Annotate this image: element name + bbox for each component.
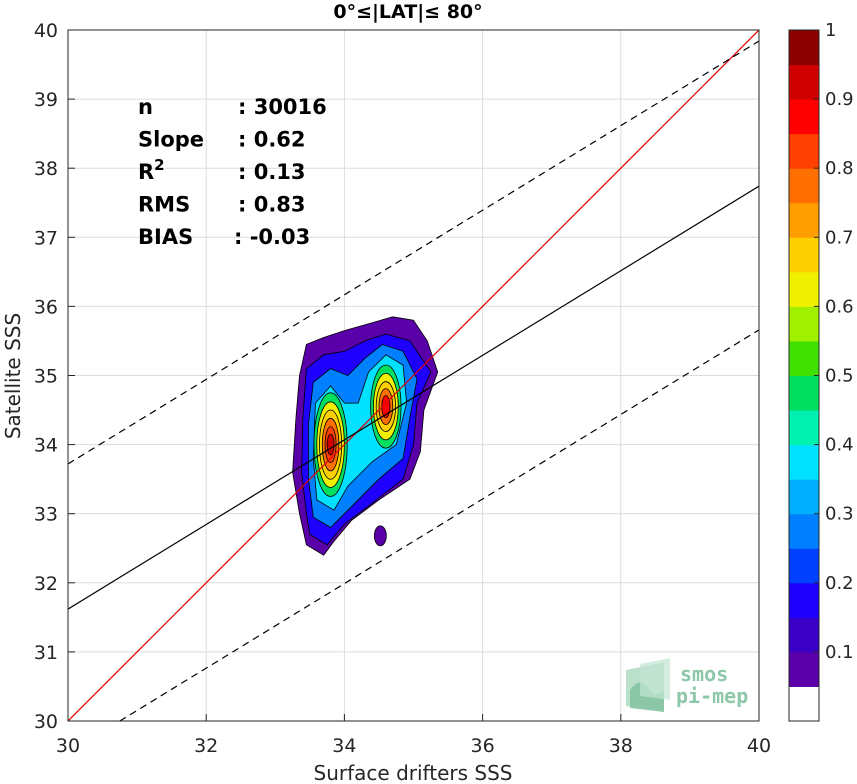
- colorbar-segment: [789, 306, 819, 342]
- colorbar-tick-label: 0.4: [825, 435, 854, 456]
- stat-label-sup: 2: [154, 156, 164, 174]
- x-axis: 30 32 34 36 38 40: [56, 714, 771, 757]
- logo-graphic-icon: [626, 658, 670, 712]
- colorbar-tick-label: 0.6: [825, 296, 854, 317]
- y-tick-label: 33: [34, 504, 58, 526]
- colorbar: 0.1 0.2 0.3 0.4 0.5 0.6 0.7 0.8 0.9 1: [788, 20, 854, 722]
- y-tick-label: 31: [34, 642, 58, 664]
- stat-label: BIAS: [138, 225, 193, 249]
- y-tick-label: 36: [34, 296, 58, 318]
- y-tick-label: 35: [34, 366, 58, 388]
- y-tick-label: 39: [34, 89, 58, 111]
- colorbar-segment: [789, 582, 819, 618]
- colorbar-segment: [789, 340, 819, 376]
- regression-line: [68, 185, 759, 610]
- y-tick-label: 32: [34, 573, 58, 595]
- stat-value: : -0.03: [234, 225, 310, 249]
- colorbar-tick-label: 0.2: [825, 573, 854, 594]
- colorbar-segment: [789, 202, 819, 238]
- chart-title: 0°≤|LAT|≤ 80°: [333, 1, 482, 23]
- stat-value: : 30016: [238, 95, 327, 119]
- stat-label: RMS: [138, 193, 190, 217]
- logo-text-smos: smos: [680, 662, 728, 686]
- colorbar-tick-label: 0.9: [825, 89, 854, 110]
- y-tick-label: 34: [34, 435, 58, 457]
- colorbar-segment: [789, 479, 819, 515]
- colorbar-segment: [789, 271, 819, 307]
- density-contours: [292, 316, 439, 556]
- lower_bound-line: [119, 329, 759, 721]
- stat-label: n: [138, 95, 153, 119]
- y-tick-label: 37: [34, 227, 58, 249]
- x-tick-label: 30: [56, 735, 80, 757]
- y-axis-label: Satellite SSS: [1, 313, 25, 439]
- colorbar-segment: [789, 30, 819, 66]
- colorbar-segment: [789, 375, 819, 411]
- reference-lines: [68, 30, 759, 721]
- colorbar-segment: [789, 64, 819, 100]
- colorbar-segment: [789, 237, 819, 273]
- colorbar-segment: [789, 617, 819, 653]
- contour-level: [373, 525, 387, 547]
- stat-value: : 0.62: [238, 128, 306, 152]
- colorbar-segment: [789, 168, 819, 204]
- contour-level: [326, 433, 335, 456]
- upper_bound-line: [68, 40, 759, 465]
- colorbar-segment: [789, 410, 819, 446]
- logo-text-pimep: pi-mep: [676, 684, 748, 708]
- identity-line: [68, 30, 759, 721]
- colorbar-segment: [789, 133, 819, 169]
- colorbar-segment: [789, 444, 819, 480]
- y-axis: 30 31 32 33 34 35 36 37 38 39 40: [34, 20, 75, 733]
- y-tick-label: 38: [34, 158, 58, 180]
- colorbar-tick-label: 0.7: [825, 227, 854, 248]
- colorbar-segment: [789, 651, 819, 687]
- x-tick-label: 32: [194, 735, 218, 757]
- colorbar-segment: [789, 513, 819, 549]
- y-tick-label: 40: [34, 20, 58, 42]
- x-tick-label: 40: [747, 735, 771, 757]
- colorbar-segment: [789, 548, 819, 584]
- colorbar-tick-label: 1: [825, 20, 836, 41]
- x-axis-label: Surface drifters SSS: [314, 761, 513, 784]
- colorbar-tick-label: 0.5: [825, 366, 854, 387]
- colorbar-tick-label: 0.3: [825, 504, 854, 525]
- colorbar-tick-label: 0.1: [825, 642, 854, 663]
- stat-label: Slope: [138, 128, 204, 152]
- x-tick-label: 38: [609, 735, 633, 757]
- colorbar-segment: [789, 686, 819, 722]
- stat-value: : 0.83: [238, 193, 306, 217]
- x-tick-label: 34: [332, 735, 356, 757]
- stat-value: : 0.13: [238, 160, 306, 184]
- smos-pimep-logo: smos pi-mep: [626, 658, 748, 712]
- x-tick-label: 36: [471, 735, 495, 757]
- y-tick-label: 30: [34, 711, 58, 733]
- colorbar-tick-label: 0.8: [825, 158, 854, 179]
- colorbar-segment: [789, 99, 819, 135]
